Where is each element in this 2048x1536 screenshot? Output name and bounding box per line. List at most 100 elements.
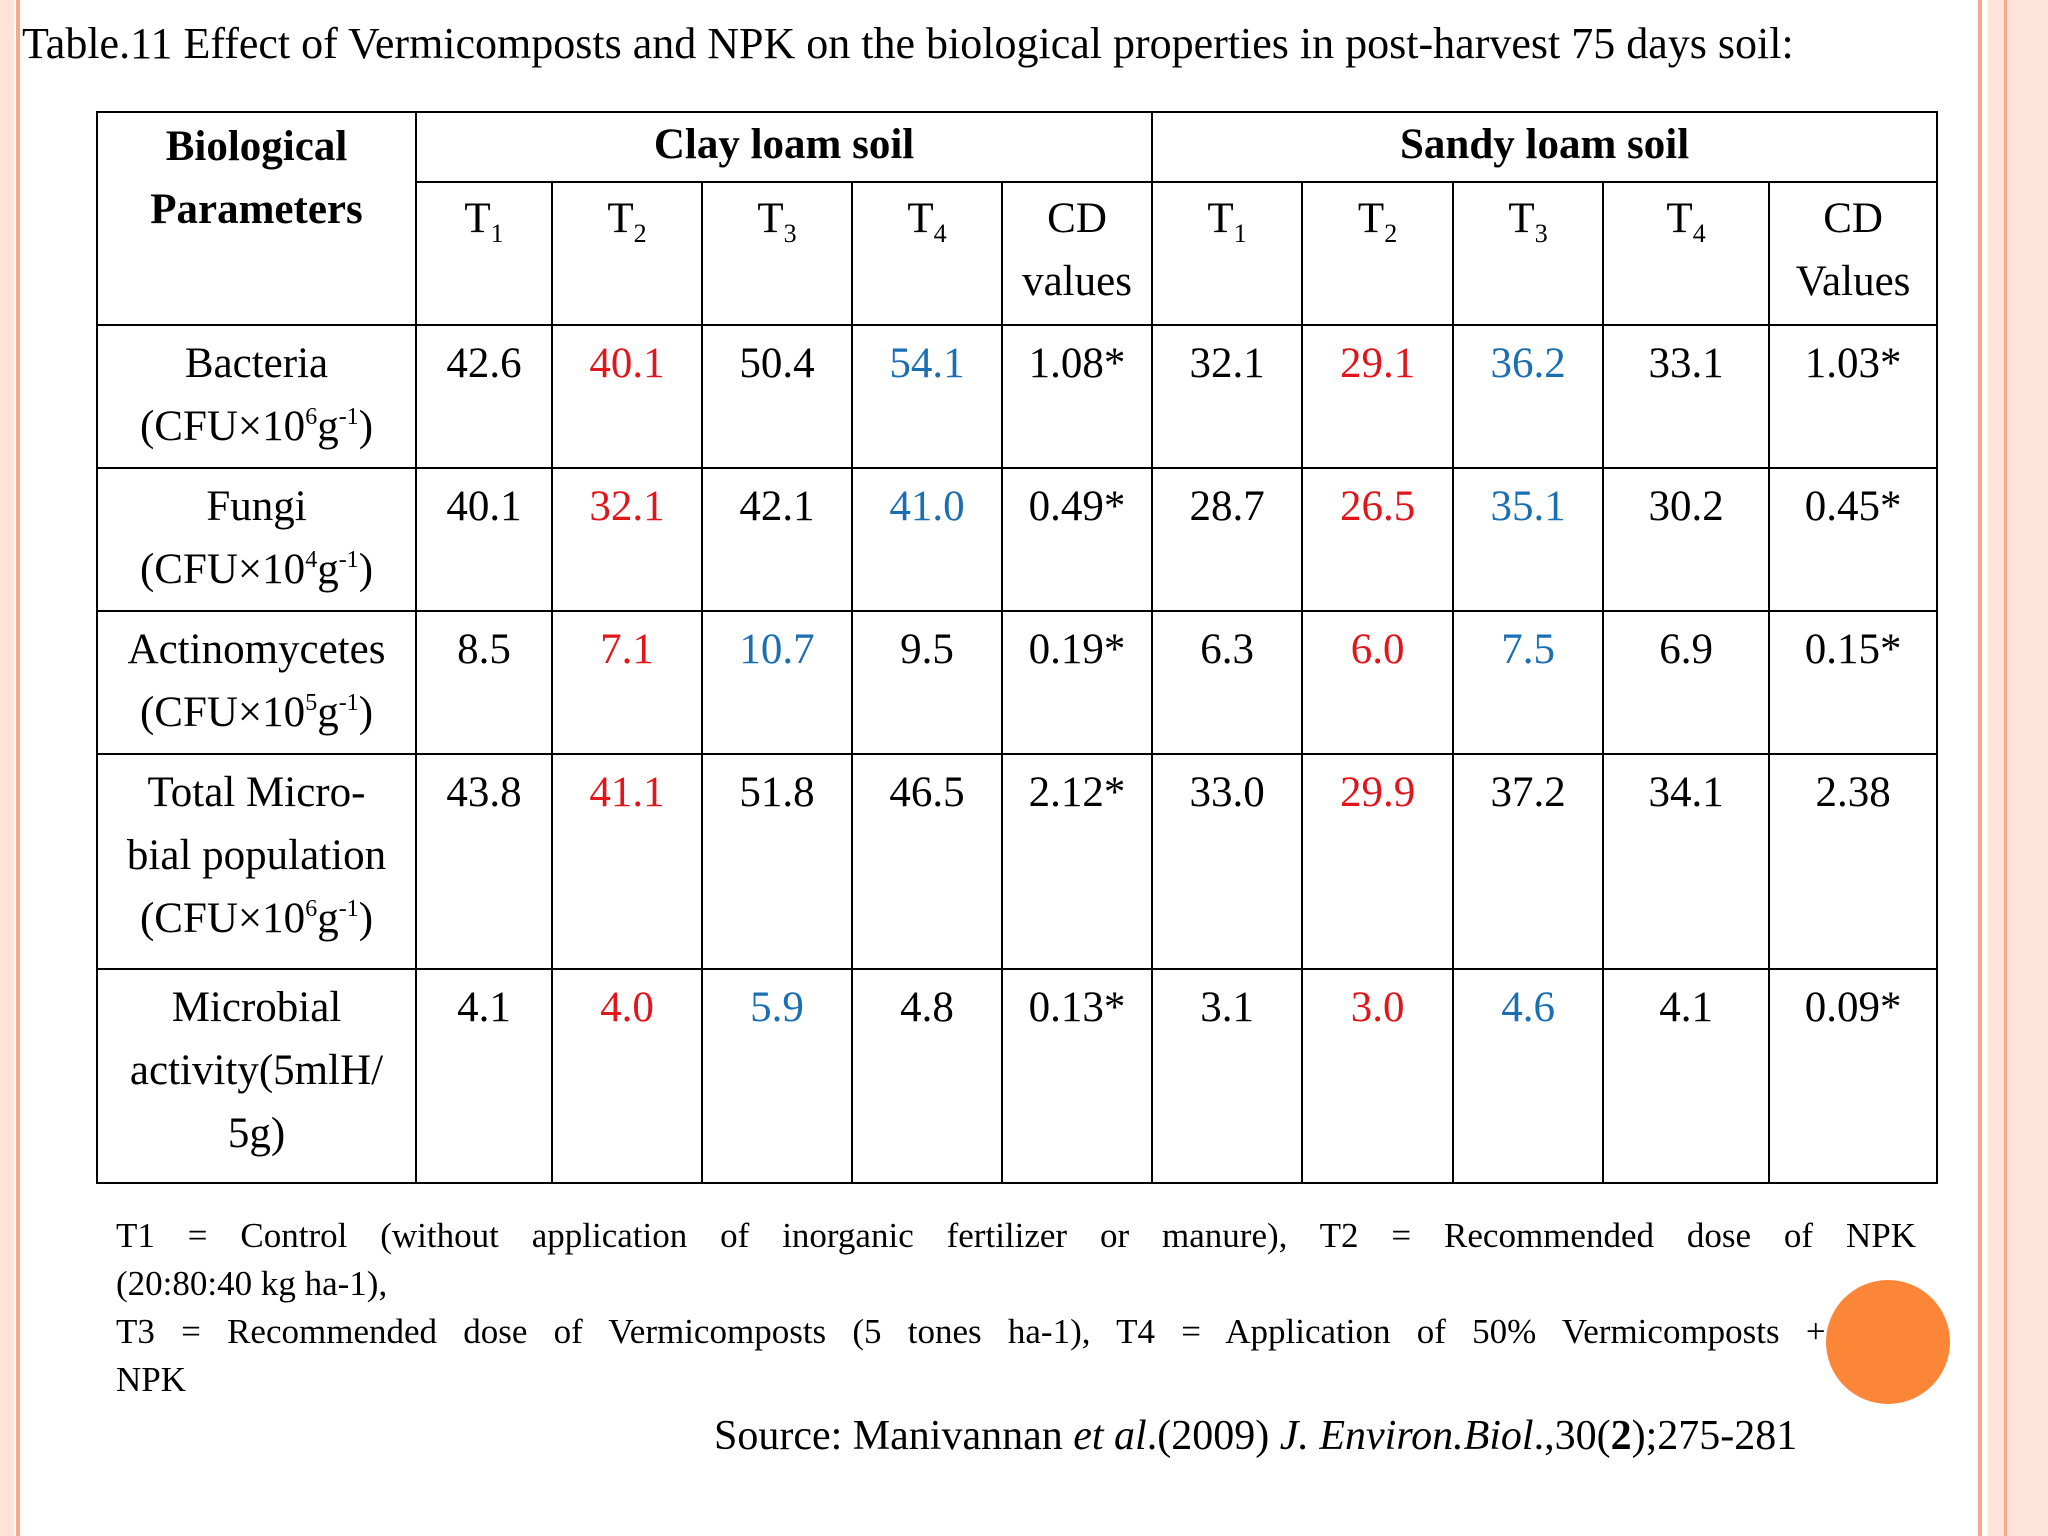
row-unit: (CFU×106g-1) <box>98 887 415 957</box>
row-label-line: Total Micro- <box>147 769 366 816</box>
table-row: Total Micro-bial population (CFU×106g-1) 4… <box>96 753 1939 970</box>
results-table: Biological Parameters Clay loam soil San… <box>96 111 1939 1184</box>
clay-col-header-4: T4 <box>851 181 1003 326</box>
sandy-value-cell: 1.03* <box>1768 324 1939 469</box>
clay-value-cell: 5.9 <box>701 968 853 1184</box>
source-etal: et al <box>1073 1413 1147 1459</box>
sandy-value-cell: 33.1 <box>1602 324 1771 469</box>
sandy-value-cell: 0.09* <box>1768 968 1939 1184</box>
clay-col-header-1: T1 <box>415 181 553 326</box>
clay-value-cell: 1.08* <box>1000 324 1154 469</box>
col-header-main: T <box>464 195 491 242</box>
unit-part: -1 <box>338 896 359 922</box>
row-label: Bacteria (CFU×106g-1) <box>96 324 417 469</box>
clay-value-cell: 54.1 <box>851 324 1003 469</box>
sandy-value-cell: 6.0 <box>1301 610 1455 755</box>
footnote-line4: NPK <box>116 1360 187 1399</box>
sandy-value-cell: 0.15* <box>1768 610 1939 755</box>
unit-part: g <box>317 403 339 450</box>
row-label-line: Actinomycetes <box>127 626 386 673</box>
frame-left-line <box>16 0 20 1536</box>
clay-value-cell: 51.8 <box>701 753 853 970</box>
col-header-subscript: 2 <box>1384 219 1398 248</box>
unit-part: 5 <box>305 690 318 716</box>
footnote-line2: (20:80:40 kg ha-1), <box>116 1264 388 1303</box>
unit-part: (CFU×10 <box>139 546 306 593</box>
unit-part: g <box>317 895 339 942</box>
sandy-col-header-2: T2 <box>1301 181 1455 326</box>
sandy-col-header-1: T1 <box>1151 181 1304 326</box>
unit-part: g <box>317 546 339 593</box>
unit-part: -1 <box>338 404 359 430</box>
sandy-value-cell: 26.5 <box>1301 467 1455 612</box>
table-row: Actinomycetes (CFU×105g-1) 8.5 7.1 10.7 9.5 0.… <box>96 610 1939 755</box>
clay-value-cell: 32.1 <box>551 467 703 612</box>
frame-right-fill <box>1988 0 2048 1536</box>
clay-value-cell: 4.1 <box>415 968 553 1184</box>
col-header-subscript: 3 <box>1534 219 1548 248</box>
row-unit: (CFU×104g-1) <box>98 538 415 608</box>
sandy-value-cell: 4.6 <box>1452 968 1605 1184</box>
clay-value-cell: 0.13* <box>1000 968 1154 1184</box>
unit-part: (CFU×10 <box>139 689 306 736</box>
clay-value-cell: 41.1 <box>551 753 703 970</box>
clay-value-cell: 4.0 <box>551 968 703 1184</box>
source-pages: );275-281 <box>1631 1413 1798 1459</box>
unit-part: ) <box>358 895 374 942</box>
header-group-row: Biological Parameters Clay loam soil San… <box>96 111 1939 326</box>
unit-part: 4 <box>305 547 318 573</box>
slide-title: Table.11 Effect of Vermicomposts and NPK… <box>22 19 1794 68</box>
clay-col-header-3: T3 <box>701 181 853 326</box>
col-header-second-line: values <box>1022 258 1132 305</box>
col-header-subscript: 1 <box>490 219 504 248</box>
source-issue: 2 <box>1610 1413 1632 1459</box>
col-header-main: T <box>1207 195 1234 242</box>
col-header-second-line: Values <box>1795 258 1911 305</box>
col-header-main: T <box>1508 195 1535 242</box>
param-header-line1: Biological <box>165 123 348 170</box>
col-header-main: T <box>757 195 784 242</box>
source-journal: J. Environ.Biol <box>1279 1413 1534 1459</box>
source-vol: .,30( <box>1533 1413 1611 1459</box>
sandy-value-cell: 35.1 <box>1452 467 1605 612</box>
sandy-value-cell: 33.0 <box>1151 753 1304 970</box>
clay-value-cell: 7.1 <box>551 610 703 755</box>
col-header-subscript: 1 <box>1233 219 1247 248</box>
row-unit: (CFU×105g-1) <box>98 681 415 751</box>
sandy-value-cell: 0.45* <box>1768 467 1939 612</box>
unit-part: -1 <box>338 690 359 716</box>
col-header-subscript: 4 <box>1692 219 1706 248</box>
sandy-value-cell: 32.1 <box>1151 324 1304 469</box>
clay-header: Clay loam soil <box>414 111 1154 183</box>
sandy-header: Sandy loam soil <box>1151 111 1939 183</box>
col-header-main: T <box>1666 195 1693 242</box>
col-header-subscript: 4 <box>933 219 947 248</box>
unit-part: (CFU×10 <box>139 403 306 450</box>
sandy-value-cell: 29.9 <box>1301 753 1455 970</box>
row-label: Actinomycetes (CFU×105g-1) <box>96 610 417 755</box>
row-label-line: Microbial <box>171 984 342 1031</box>
sandy-value-cell: 28.7 <box>1151 467 1304 612</box>
clay-value-cell: 8.5 <box>415 610 553 755</box>
col-header-main: CD <box>1047 195 1107 242</box>
sandy-value-cell: 30.2 <box>1602 467 1771 612</box>
table-row: Fungi (CFU×104g-1) 40.1 32.1 42.1 41.0 0.49* 28… <box>96 467 1939 612</box>
col-header-main: CD <box>1823 195 1883 242</box>
col-header-main: T <box>607 195 634 242</box>
clay-col-header-5: CD values <box>1000 181 1154 326</box>
unit-part: -1 <box>338 547 359 573</box>
col-header-subscript: 2 <box>633 219 647 248</box>
sandy-value-cell: 34.1 <box>1602 753 1771 970</box>
sandy-value-cell: 29.1 <box>1301 324 1455 469</box>
clay-value-cell: 9.5 <box>851 610 1003 755</box>
clay-value-cell: 2.12* <box>1000 753 1154 970</box>
unit-part: 6 <box>305 896 318 922</box>
row-label: Microbial activity(5mlH/5g) <box>96 968 417 1184</box>
unit-part: 6 <box>305 404 318 430</box>
footnote-line3: T3 = Recommended dose of Vermicomposts (… <box>116 1312 1916 1351</box>
row-label: Fungi (CFU×104g-1) <box>96 467 417 612</box>
sandy-value-cell: 6.9 <box>1602 610 1771 755</box>
source-citation: Source: Manivannan et al.(2009) J. Envir… <box>714 1412 1797 1460</box>
sandy-col-header-4: T4 <box>1602 181 1771 326</box>
sandy-value-cell: 3.0 <box>1301 968 1455 1184</box>
